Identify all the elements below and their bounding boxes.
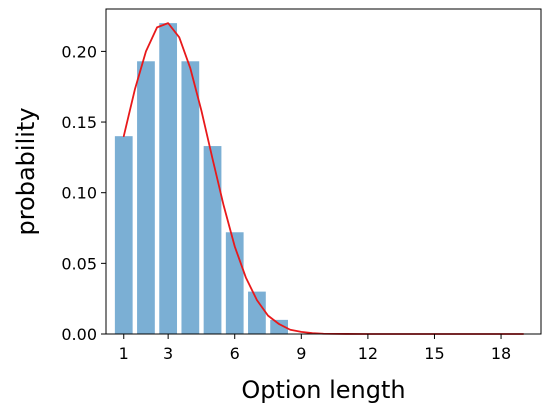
- bar-4: [181, 61, 200, 335]
- plot-frame: [105, 8, 542, 335]
- y-tick-label: 0.20: [61, 42, 97, 61]
- y-tick-label: 0.00: [61, 325, 97, 344]
- y-axis-ticks: 0.00 0.05 0.10 0.15 0.20: [61, 42, 106, 344]
- bar-8: [270, 319, 288, 334]
- x-tick-label: 9: [296, 344, 306, 363]
- bar-3: [159, 23, 178, 335]
- x-tick-label: 6: [230, 344, 240, 363]
- x-tick-label: 1: [119, 344, 129, 363]
- y-tick-label: 0.15: [61, 113, 97, 132]
- x-tick-label: 18: [491, 344, 511, 363]
- x-tick-label: 15: [424, 344, 444, 363]
- y-tick-label: 0.10: [61, 184, 97, 203]
- bar-7: [248, 291, 266, 334]
- y-axis-label: probability: [12, 107, 40, 235]
- x-tick-label: 3: [163, 344, 173, 363]
- bar-5: [203, 146, 222, 334]
- x-axis-ticks: 1 3 6 9 12 15 18: [119, 334, 511, 363]
- x-tick-label: 12: [358, 344, 378, 363]
- y-tick-label: 0.05: [61, 254, 97, 273]
- x-axis-label: Option length: [241, 376, 405, 404]
- bar-1: [114, 136, 133, 334]
- bars: [114, 23, 288, 335]
- bar-2: [137, 61, 155, 335]
